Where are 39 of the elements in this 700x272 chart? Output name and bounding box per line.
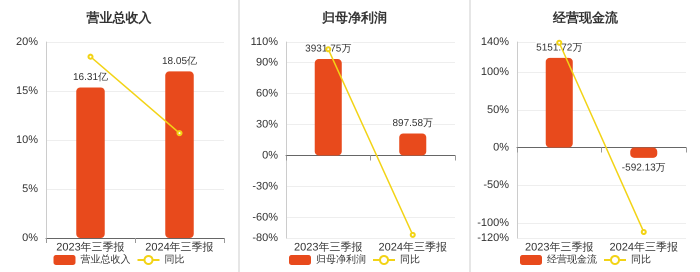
x-tick-label: 2023年三季报	[294, 240, 362, 254]
x-tick-label: 2023年三季报	[525, 240, 594, 254]
y-tick-label: 90%	[256, 56, 278, 69]
y-tick-label: 100%	[480, 66, 510, 78]
x-tick-label: 2024年三季报	[145, 240, 214, 254]
y-tick-label: -80%	[252, 232, 278, 244]
y-tick-label: 10%	[16, 134, 38, 146]
data-label: 16.31亿	[72, 72, 108, 83]
y-tick-label: 15%	[16, 85, 38, 97]
y-tick-label: 30%	[256, 118, 278, 131]
y-tick-label: 50%	[486, 104, 510, 116]
y-tick-label: -50%	[483, 179, 510, 192]
y-tick-label: 110%	[250, 36, 278, 48]
chart-title: 营业总收入	[86, 10, 152, 25]
legend-label: 同比	[164, 254, 184, 266]
legend-label: 归母净利润	[316, 254, 366, 266]
x-tick-label: 2024年三季报	[610, 240, 678, 254]
y-tick-label: 20%	[16, 36, 38, 48]
data-label: 897.58万	[392, 118, 434, 129]
chart-title: 归母净利润	[321, 10, 387, 25]
legend-label: 经营现金流	[547, 254, 597, 266]
data-label: -592.13万	[622, 162, 666, 174]
y-tick-label: -30%	[252, 180, 278, 192]
y-tick-label: 5%	[22, 183, 38, 195]
y-tick-label: 140%	[480, 36, 510, 48]
y-tick-label: 0%	[493, 142, 510, 154]
legend-label: 营业总收入	[80, 254, 130, 266]
y-tick-label: -60%	[252, 211, 278, 224]
chart-title: 经营现金流	[552, 10, 619, 25]
legend-label: 同比	[631, 254, 651, 266]
y-tick-label: -100%	[477, 216, 510, 229]
y-tick-label: 60%	[256, 88, 278, 100]
data-label: 18.05亿	[162, 56, 198, 67]
y-tick-label: 0%	[22, 232, 38, 244]
x-tick-label: 2023年三季报	[56, 240, 125, 254]
y-tick-label: -120%	[477, 232, 510, 244]
y-tick-label: 0%	[262, 149, 278, 162]
x-tick-label: 2024年三季报	[378, 240, 447, 254]
legend-label: 同比	[400, 254, 420, 266]
